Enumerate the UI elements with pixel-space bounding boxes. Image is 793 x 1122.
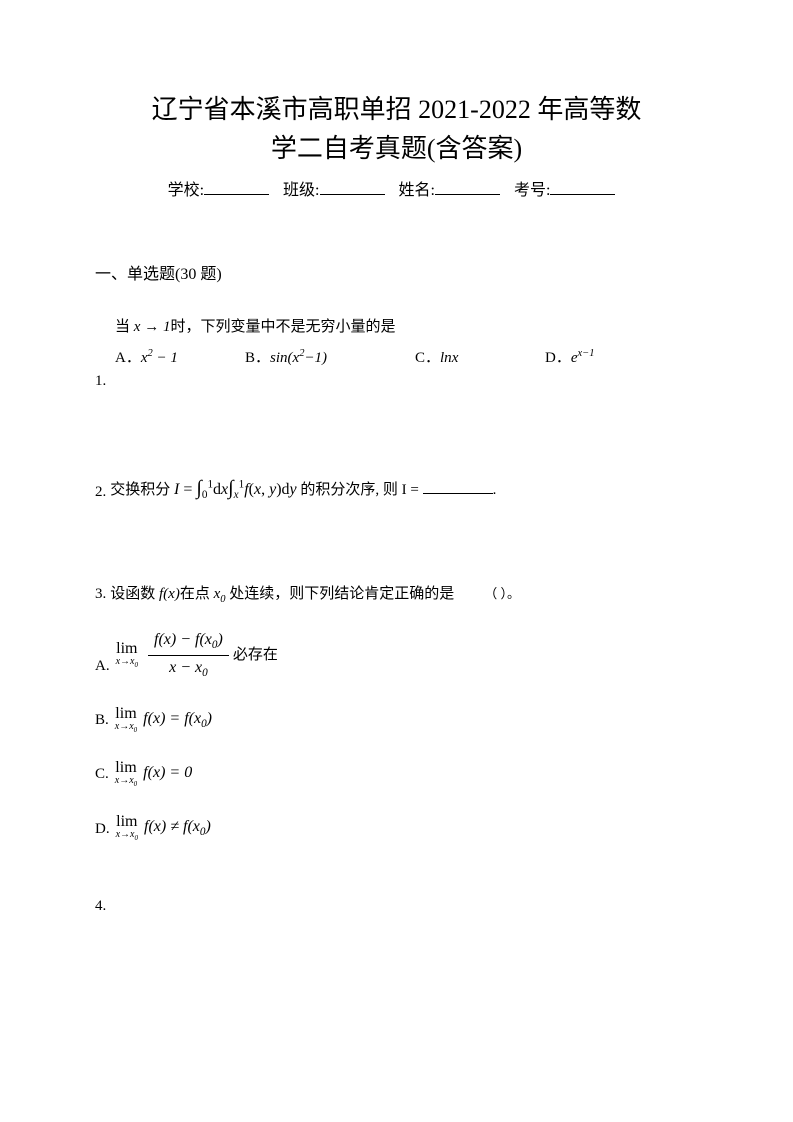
q3-b-label: B. <box>95 707 109 734</box>
q2-int1-upper: 1 <box>207 479 213 491</box>
q3-d-label: D. <box>95 816 110 843</box>
q1-opt-a-label: A． <box>115 350 141 366</box>
name-label: 姓名: <box>399 182 435 199</box>
q1-stem-prefix: 当 <box>115 319 134 335</box>
title-line-2: 学二自考真题(含答案) <box>95 129 698 168</box>
exam-num-label: 考号: <box>514 182 550 199</box>
q3-b-lim-text: lim <box>115 706 136 722</box>
exam-title: 辽宁省本溪市高职单招 2021-2022 年高等数 学二自考真题(含答案) <box>95 90 698 168</box>
q3-c-lim-sub: x→x0 <box>115 776 137 788</box>
q1-opt-c-label: C． <box>415 350 440 366</box>
q3-stem-p1: 设函数 <box>110 586 159 602</box>
q3-d-lim-sub: x→x0 <box>116 830 138 842</box>
q1-stem: 当 x → 1时，下列变量中不是无穷小量的是 <box>115 314 698 341</box>
class-blank[interactable] <box>320 179 385 195</box>
q2-prefix: 交换积分 <box>110 482 174 498</box>
q3-number: 3. <box>95 581 106 608</box>
q2-text: 交换积分 I = ∫01dx∫x1f(x, y)dy 的积分次序, 则 I = … <box>110 470 496 506</box>
q3-paren: （ ）。 <box>484 582 520 605</box>
q3-a-lim: lim x→x0 <box>116 641 138 669</box>
q1-opt-b-math: sin(x2−1) <box>270 350 327 366</box>
q3-c-lim: lim x→x0 <box>115 760 137 788</box>
q3-a-fraction: f(x) − f(x0) x − x0 <box>148 630 229 680</box>
question-3: 3. 设函数 f(x)在点 x0 处连续，则下列结论肯定正确的是 （ ）。 A.… <box>95 581 698 843</box>
exam-num-blank[interactable] <box>550 179 615 195</box>
q1-opt-d-math: ex−1 <box>571 350 595 366</box>
title-line-1: 辽宁省本溪市高职单招 2021-2022 年高等数 <box>95 90 698 129</box>
question-1: 当 x → 1时，下列变量中不是无穷小量的是 A．x2 − 1 B．sin(x2… <box>95 314 698 395</box>
q2-suffix: 的积分次序, 则 I = <box>297 482 423 498</box>
q3-d-lim-text: lim <box>116 814 137 830</box>
q3-option-b: B. lim x→x0 f(x) = f(x0) <box>95 705 698 734</box>
q3-c-lim-text: lim <box>115 760 136 776</box>
section-header: 一、单选题(30 题) <box>95 260 698 284</box>
q3-stem-p2: 在点 <box>180 586 214 602</box>
student-info-line: 学校: 班级: 姓名: 考号: <box>95 176 698 200</box>
school-label: 学校: <box>168 182 204 199</box>
q4-number: 4. <box>95 898 106 914</box>
q3-a-label: A. <box>95 653 110 680</box>
q3-c-label: C. <box>95 761 109 788</box>
name-blank[interactable] <box>435 179 500 195</box>
q2-number: 2. <box>95 479 106 506</box>
q3-b-lim: lim x→x0 <box>115 706 137 734</box>
q3-d-lim: lim x→x0 <box>116 814 138 842</box>
q3-d-expr: f(x) ≠ f(x0) <box>144 813 211 842</box>
q3-fx: f(x) <box>159 586 180 602</box>
q1-number: 1. <box>95 368 625 395</box>
q3-a-lim-text: lim <box>116 641 137 657</box>
q3-a-numerator: f(x) − f(x0) <box>148 630 229 656</box>
q3-a-denominator: x − x0 <box>169 656 208 681</box>
school-blank[interactable] <box>204 179 269 195</box>
q1-opt-b-label: B． <box>245 350 270 366</box>
q3-b-lim-sub: x→x0 <box>115 722 137 734</box>
q1-opt-a-math: x2 − 1 <box>141 350 178 366</box>
q1-condition: x → 1 <box>134 319 171 335</box>
q3-c-expr: f(x) = 0 <box>143 759 192 788</box>
question-2: 2. 交换积分 I = ∫01dx∫x1f(x, y)dy 的积分次序, 则 I… <box>95 470 698 506</box>
q3-option-a: A. lim x→x0 f(x) − f(x0) x − x0 必存在 <box>95 630 698 680</box>
q3-x0: x0 <box>214 586 226 602</box>
q3-option-c: C. lim x→x0 f(x) = 0 <box>95 759 698 788</box>
q3-a-lim-sub: x→x0 <box>116 657 138 669</box>
q3-option-d: D. lim x→x0 f(x) ≠ f(x0) <box>95 813 698 842</box>
question-4: 4. <box>95 898 698 915</box>
q3-stem: 设函数 f(x)在点 x0 处连续，则下列结论肯定正确的是 <box>110 581 454 610</box>
class-label: 班级: <box>283 182 319 199</box>
q3-a-suffix: 必存在 <box>233 642 278 669</box>
q1-opt-d-label: D． <box>545 350 571 366</box>
q3-stem-line: 3. 设函数 f(x)在点 x0 处连续，则下列结论肯定正确的是 （ ）。 <box>95 581 698 610</box>
q2-int2-lower: x <box>234 489 239 501</box>
q3-b-expr: f(x) = f(x0) <box>143 705 212 734</box>
q2-math: I = ∫01dx∫x1f(x, y)dy <box>174 481 297 498</box>
q3-stem-p3: 处连续，则下列结论肯定正确的是 <box>226 586 455 602</box>
q1-stem-suffix: 时，下列变量中不是无穷小量的是 <box>170 319 395 335</box>
q2-answer-blank[interactable] <box>423 480 493 494</box>
q2-end: . <box>493 482 497 498</box>
q1-opt-c-math: lnx <box>440 350 458 366</box>
